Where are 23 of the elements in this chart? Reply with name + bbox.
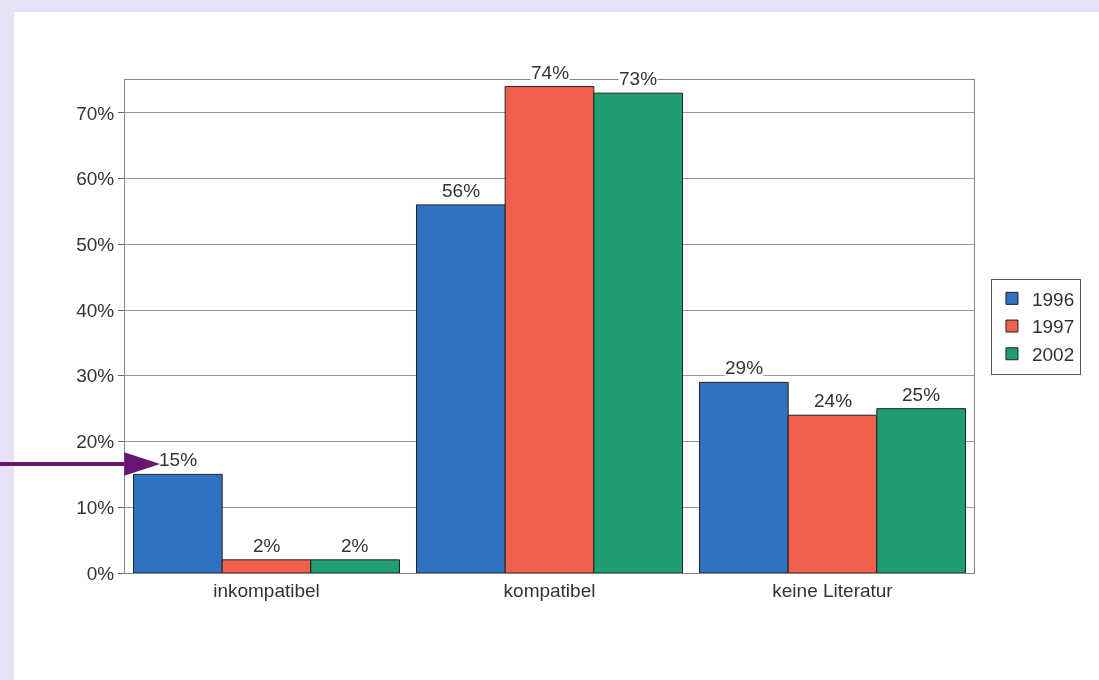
y-tick-label: 50%: [76, 233, 115, 255]
legend-label: 1996: [1031, 288, 1075, 310]
data-label: 2%: [341, 535, 369, 556]
y-tick-label: 10%: [76, 496, 115, 518]
data-label: 15%: [159, 449, 198, 470]
data-label: 24%: [814, 390, 853, 411]
data-label: 2%: [253, 535, 281, 556]
data-label: 25%: [902, 384, 941, 405]
x-tick-label: kompatibel: [503, 579, 596, 601]
legend-label: 2002: [1031, 344, 1075, 366]
x-tick-label: keine Literatur: [772, 579, 894, 601]
legend-label: 1997: [1031, 316, 1075, 338]
x-tick-label: inkompatibel: [213, 579, 320, 601]
y-tick-label: 30%: [76, 365, 115, 387]
data-label: 56%: [442, 180, 481, 201]
data-label: 29%: [725, 357, 764, 378]
data-label: 73%: [619, 68, 658, 89]
data-label: 74%: [531, 62, 570, 83]
y-tick-label: 60%: [76, 168, 115, 190]
y-tick-label: 20%: [76, 431, 115, 453]
y-tick-label: 0%: [86, 562, 115, 584]
y-tick-label: 40%: [76, 299, 115, 321]
y-tick-label: 70%: [76, 102, 115, 124]
